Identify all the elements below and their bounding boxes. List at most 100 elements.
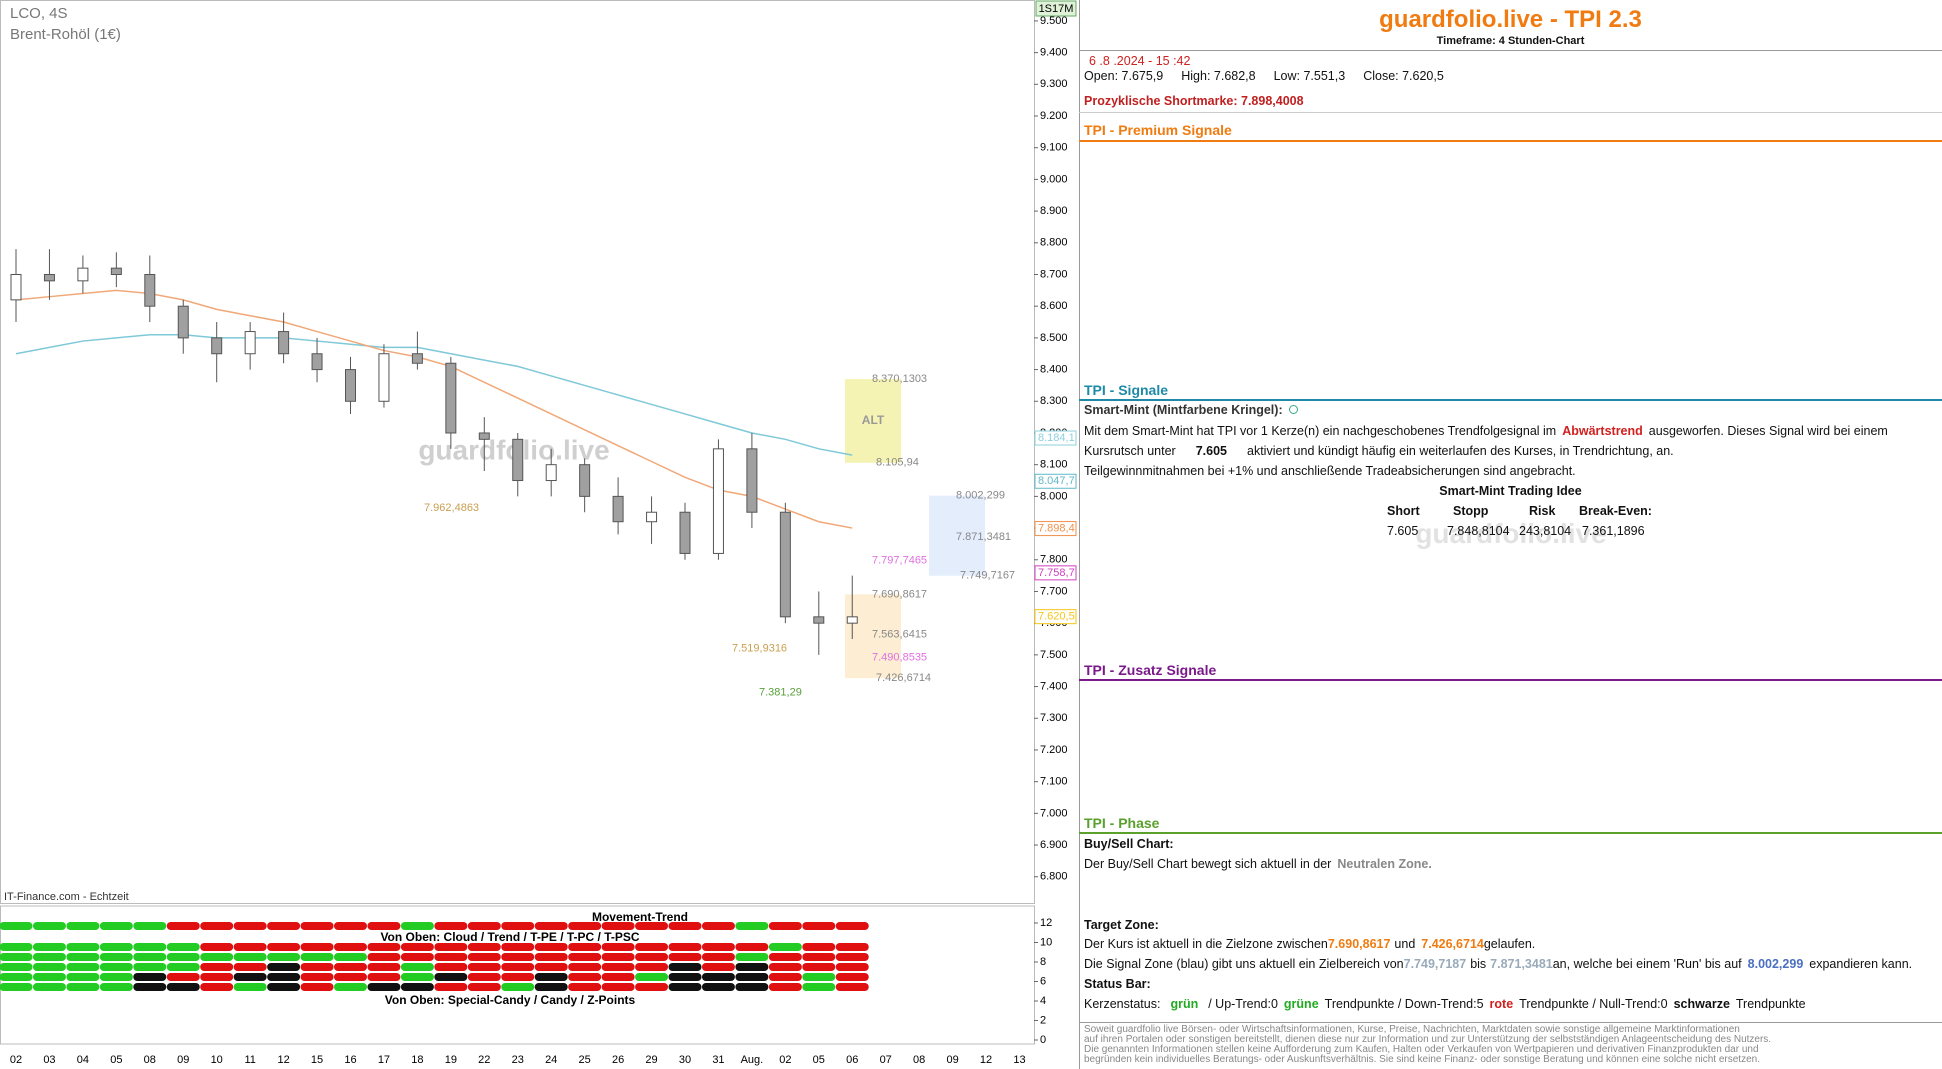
value: 7.426,6714 — [1421, 937, 1484, 951]
trend-cell — [568, 943, 602, 951]
table-cell: 7.848,8104 — [1447, 524, 1510, 538]
trend-cell — [133, 922, 167, 930]
trend-cell — [267, 963, 301, 971]
chart: LCO, 4S Brent-Rohöl (1€) IT-Finance.com … — [0, 0, 1077, 1066]
target-line: Die Signal Zone (blau) gibt uns aktuell … — [1084, 957, 1918, 971]
text: und — [1394, 937, 1416, 951]
state: rote — [1489, 997, 1514, 1011]
y-tick-label: 8.400 — [1040, 363, 1068, 375]
table-cell: 243,8104 — [1519, 524, 1572, 538]
trend-cell — [568, 973, 602, 981]
x-tick-label: 02 — [779, 1054, 791, 1066]
text: Trendpunkte / Down-Trend:5 — [1324, 997, 1484, 1011]
trend-cell — [501, 963, 535, 971]
trend-cell — [334, 983, 367, 991]
x-tick-label: 18 — [411, 1054, 423, 1066]
candle-body — [612, 495, 624, 523]
trend-cell — [534, 973, 568, 981]
x-tick-label: 16 — [344, 1054, 356, 1066]
trend-cell — [334, 963, 367, 971]
trend-cell — [835, 973, 869, 981]
state: grün — [1170, 997, 1199, 1011]
trend-cell — [367, 943, 401, 951]
text: Kerzenstatus: — [1084, 997, 1161, 1011]
x-tick-label: 30 — [679, 1054, 691, 1066]
moving-average — [15, 333, 853, 456]
price-annotation: 7.381,29 — [759, 686, 802, 698]
candle-body — [679, 511, 691, 554]
trend-cell — [0, 922, 33, 930]
zone — [845, 379, 901, 463]
value: 7.749,7187 — [1403, 957, 1467, 971]
trend-cell — [200, 953, 234, 961]
trend-cell — [32, 943, 66, 951]
value: 8.002,299 — [1747, 957, 1804, 971]
section-title: TPI - Premium Signale — [1084, 122, 1232, 138]
candle-body — [10, 273, 22, 301]
rule — [1079, 832, 1942, 834]
plot-frame — [0, 0, 1035, 904]
trend-cell — [200, 983, 234, 991]
candle-body — [345, 369, 356, 402]
candle-body — [177, 305, 189, 339]
signal-line: Mit dem Smart-Mint hat TPI vor 1 Kerze(n… — [1084, 424, 1894, 438]
axis-marker-label: 7.620,5 — [1038, 611, 1075, 623]
zone-label: 8.370,1303 — [872, 373, 927, 385]
candle-body — [311, 353, 323, 371]
x-tick-label: 09 — [946, 1054, 958, 1066]
y-tick-label: 9.400 — [1040, 47, 1068, 59]
trend-cell — [200, 973, 234, 981]
trend-cell — [133, 953, 167, 961]
price-annotation: 7.519,9316 — [732, 642, 787, 654]
trend-cell — [300, 953, 334, 961]
price-annotation: 7.962,4863 — [424, 502, 479, 514]
trend-cell — [434, 943, 468, 951]
trend-cell — [66, 983, 100, 991]
trend-cell — [701, 953, 735, 961]
value: 7.871,3481 — [1490, 957, 1553, 971]
status-line: Kerzenstatus: grün / Up-Trend:0 grüne Trendp… — [1084, 997, 1812, 1011]
trend-cell — [200, 963, 234, 971]
trend-cell — [668, 943, 702, 951]
trend-cell — [133, 983, 167, 991]
trend-cell — [467, 973, 501, 981]
shortmark: Prozyklische Shortmarke: 7.898,4008 — [1084, 94, 1304, 108]
trend-cell — [233, 953, 267, 961]
text: Mit dem Smart-Mint hat TPI vor 1 Kerze(n… — [1084, 424, 1557, 438]
candle-body — [746, 448, 758, 513]
trend-cell — [802, 922, 836, 930]
axis-marker — [1034, 430, 1077, 446]
indicator-tick-label: 8 — [1040, 956, 1046, 968]
trend-cell — [568, 953, 602, 961]
trend-cell — [400, 963, 434, 971]
trend-cell — [802, 943, 836, 951]
trend-cell — [467, 963, 501, 971]
target-heading: Target Zone: — [1084, 918, 1159, 932]
panel-title: guardfolio.live - TPI 2.3 — [1379, 6, 1642, 33]
buysell-heading: Buy/Sell Chart: — [1084, 837, 1174, 851]
trend-cell — [233, 973, 267, 981]
disclaimer-line: auf ihren Portalen oder sonstigen bereit… — [1084, 1034, 1772, 1045]
axis-marker-label: 8.184,1 — [1038, 432, 1075, 444]
trend-cell — [133, 943, 167, 951]
trend-cell — [635, 983, 669, 991]
trend-cell — [99, 983, 133, 991]
trend-cell — [802, 963, 836, 971]
table-cell: 7.605 — [1387, 524, 1419, 538]
trend-cell — [568, 922, 602, 930]
trend-cell — [768, 963, 802, 971]
trend-cell — [334, 943, 367, 951]
trend-cell — [768, 943, 802, 951]
y-tick-label: 6.900 — [1040, 839, 1068, 851]
trend-cell — [534, 983, 568, 991]
buysell-line: Der Buy/Sell Chart bewegt sich aktuell i… — [1084, 857, 1438, 871]
trend-cell — [367, 953, 401, 961]
trend-cell — [166, 973, 200, 981]
zone-text: ALT — [862, 413, 885, 427]
axis-marker-label: 8.047,7 — [1038, 475, 1075, 487]
y-tick-label: 9.000 — [1040, 173, 1068, 185]
trend-cell — [400, 943, 434, 951]
x-tick-label: 02 — [10, 1054, 22, 1066]
candle-body — [278, 331, 290, 355]
trend-cell — [66, 973, 100, 981]
